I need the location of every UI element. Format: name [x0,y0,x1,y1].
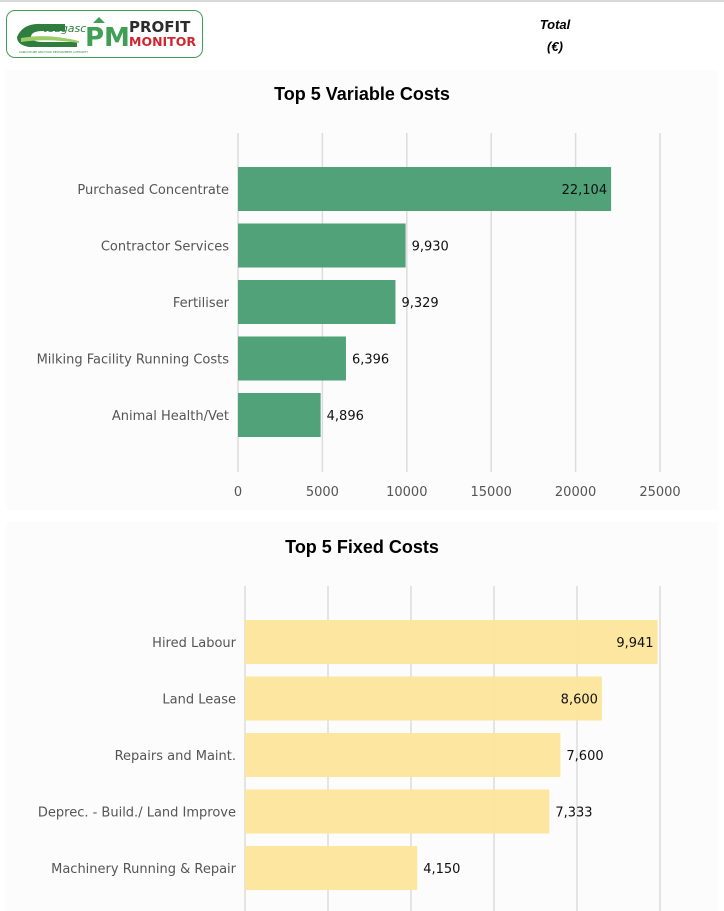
variable-tick-label: 10000 [386,485,427,500]
variable-tick-label: 25000 [639,485,680,500]
variable-bar [238,167,612,211]
variable-value-label: 9,930 [412,240,449,255]
variable-category-label: Milking Facility Running Costs [37,353,230,368]
fixed-category-label: Repairs and Maint. [115,749,236,764]
fixed-category-label: Land Lease [162,693,236,708]
variable-costs-title: Top 5 Variable Costs [274,84,450,104]
variable-bar [238,393,321,437]
total-column-unit: (€) [547,39,563,54]
teagasc-logo-subtext: AGRICULTURE AND FOOD DEVELOPMENT AUTHORI… [19,50,88,54]
variable-category-label: Contractor Services [101,240,229,255]
teagasc-swoosh-icon [21,36,79,43]
variable-category-label: Animal Health/Vet [112,409,229,424]
house-icon [93,17,105,23]
variable-bar [238,336,346,381]
fixed-value-label: 7,333 [555,806,592,821]
app-name-monitor: MONITOR [129,34,196,49]
variable-category-label: Fertiliser [173,296,230,311]
fixed-category-label: Machinery Running & Repair [51,862,237,877]
variable-tick-label: 20000 [555,485,596,500]
fixed-category-label: Deprec. - Build./ Land Improve [38,806,236,821]
brand-logo-graphic: teagasc AGRICULTURE AND FOOD DEVELOPMENT… [17,17,196,54]
variable-tick-label: 0 [234,485,242,500]
fixed-value-label: 8,600 [561,693,598,708]
fixed-bar [245,846,418,890]
variable-bar [238,280,396,324]
variable-category-label: Purchased Concentrate [77,183,229,198]
app-name-profit: PROFIT [129,18,191,36]
variable-value-label: 4,896 [327,409,364,424]
pm-logo-mark: PM [85,23,130,53]
fixed-bar [245,733,561,777]
total-column-label: Total [539,17,571,32]
fixed-value-label: 4,150 [423,862,460,877]
top-border [0,0,724,2]
variable-value-label: 22,104 [562,183,608,198]
variable-value-label: 6,396 [352,353,389,368]
brand-logo: teagasc AGRICULTURE AND FOOD DEVELOPMENT… [6,10,203,58]
fixed-category-label: Hired Labour [152,636,236,651]
fixed-bar [245,620,658,664]
variable-bar [238,223,406,268]
fixed-bar [245,676,602,721]
variable-value-label: 9,329 [401,296,438,311]
teagasc-logo-icon [17,23,77,47]
variable-tick-label: 15000 [471,485,512,500]
fixed-value-label: 9,941 [616,636,653,651]
fixed-bar [245,789,550,834]
fixed-value-label: 7,600 [566,749,603,764]
variable-tick-label: 5000 [306,485,339,500]
fixed-costs-title: Top 5 Fixed Costs [285,537,439,557]
teagasc-logo-text: teagasc [43,22,86,35]
